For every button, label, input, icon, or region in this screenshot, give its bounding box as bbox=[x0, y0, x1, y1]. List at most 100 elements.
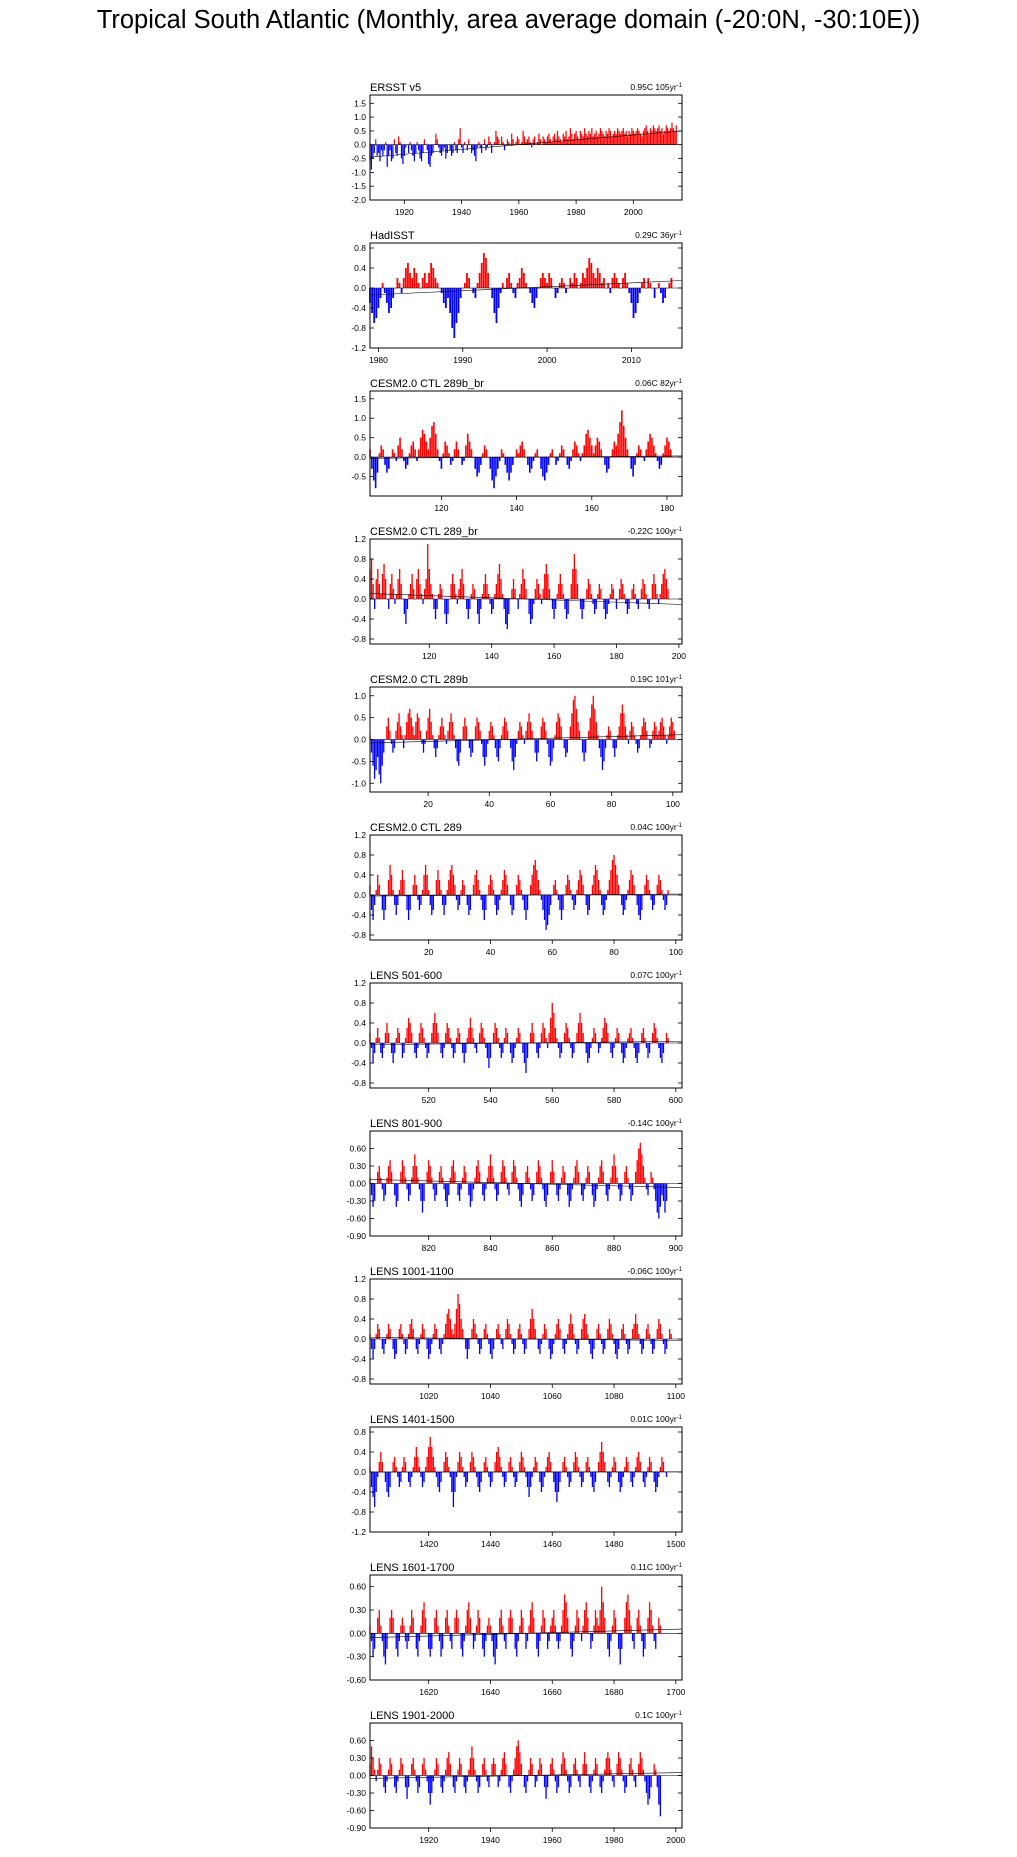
data-bar bbox=[599, 890, 601, 895]
y-tick-label: 1.2 bbox=[354, 534, 366, 544]
data-bar bbox=[454, 885, 456, 895]
data-bar bbox=[545, 1183, 547, 1207]
data-bar bbox=[414, 1769, 416, 1776]
data-bar bbox=[439, 144, 441, 154]
data-bar bbox=[492, 1339, 495, 1349]
data-bar bbox=[610, 1177, 612, 1184]
data-bar bbox=[486, 1775, 489, 1782]
y-tick-label: 0.30 bbox=[349, 1753, 366, 1763]
data-bar bbox=[585, 1324, 587, 1339]
data-bar bbox=[607, 1633, 609, 1649]
data-bar bbox=[628, 1033, 631, 1043]
data-bar bbox=[550, 1339, 552, 1359]
data-bar bbox=[611, 1775, 614, 1782]
data-bar bbox=[643, 717, 645, 740]
data-bar bbox=[487, 739, 489, 744]
data-bar bbox=[417, 1775, 419, 1793]
data-bar bbox=[629, 133, 632, 145]
y-tick-label: 0.4 bbox=[354, 1314, 366, 1324]
data-bar bbox=[482, 253, 485, 288]
data-bar bbox=[465, 1472, 467, 1487]
data-bar bbox=[438, 1339, 441, 1349]
y-tick-label: -1.0 bbox=[351, 778, 366, 788]
data-bar bbox=[660, 288, 662, 293]
trend-label: -0.14C 100yr-1 bbox=[628, 1118, 683, 1128]
data-bar bbox=[491, 1633, 493, 1642]
data-bar bbox=[400, 1758, 402, 1776]
data-bar bbox=[591, 128, 593, 145]
data-bar bbox=[377, 288, 380, 308]
data-bar bbox=[635, 1775, 637, 1788]
data-bar bbox=[539, 594, 541, 599]
data-bar bbox=[553, 1339, 555, 1344]
data-bar bbox=[634, 133, 636, 145]
data-bar bbox=[394, 1183, 396, 1196]
data-bar bbox=[675, 125, 677, 145]
data-bar bbox=[537, 739, 539, 753]
data-bar bbox=[618, 1633, 620, 1649]
data-bar bbox=[637, 599, 639, 609]
data-bar bbox=[432, 1334, 434, 1339]
data-bar bbox=[645, 1472, 648, 1477]
data-bar bbox=[433, 422, 435, 458]
data-bar bbox=[522, 1183, 524, 1196]
data-bar bbox=[635, 1314, 637, 1339]
x-tick-label: 60 bbox=[546, 799, 556, 809]
data-bar bbox=[669, 128, 672, 145]
data-bar bbox=[393, 739, 396, 749]
data-bar bbox=[399, 437, 401, 458]
data-bar bbox=[384, 1775, 387, 1793]
plot-frame bbox=[369, 982, 683, 1089]
data-bar bbox=[392, 1462, 394, 1472]
data-bar bbox=[451, 1166, 453, 1184]
data-bar bbox=[605, 1758, 607, 1776]
data-bar bbox=[545, 730, 547, 740]
data-bar bbox=[585, 433, 587, 458]
data-bar bbox=[526, 1633, 529, 1642]
data-bar bbox=[430, 263, 433, 288]
data-bar bbox=[580, 1633, 583, 1642]
data-bar bbox=[445, 1183, 447, 1201]
data-bar bbox=[372, 1472, 374, 1497]
data-bar bbox=[563, 283, 565, 288]
data-bar bbox=[448, 1028, 450, 1043]
data-bar bbox=[559, 139, 561, 145]
panel-title: LENS 1601-1700 bbox=[370, 1562, 454, 1574]
data-bar bbox=[556, 594, 558, 599]
data-bar bbox=[470, 594, 473, 599]
data-bar bbox=[452, 1472, 455, 1507]
data-bar bbox=[489, 1043, 492, 1058]
data-bar bbox=[468, 278, 470, 288]
data-bar bbox=[512, 1472, 515, 1477]
data-bar bbox=[432, 1183, 434, 1190]
data-bar bbox=[462, 880, 464, 895]
panel-2: CESM2.0 CTL 289b_br 0.06C 82yr-1-0.50.00.… bbox=[351, 378, 682, 513]
data-bar bbox=[536, 449, 539, 458]
data-bar bbox=[395, 144, 397, 154]
data-bar bbox=[483, 445, 486, 458]
data-bar bbox=[511, 1467, 513, 1472]
x-tick-label: 1620 bbox=[419, 1687, 438, 1697]
data-bar bbox=[491, 1763, 493, 1776]
data-bar bbox=[505, 1329, 507, 1339]
data-bar bbox=[553, 1472, 555, 1482]
data-bar bbox=[480, 1339, 482, 1349]
x-tick-label: 2010 bbox=[622, 355, 641, 365]
data-bar bbox=[389, 865, 391, 895]
data-bar bbox=[508, 273, 511, 288]
data-bar bbox=[451, 288, 454, 328]
data-bar bbox=[430, 144, 433, 156]
data-bar bbox=[373, 1472, 376, 1507]
trend-label: 0.19C 101yr-1 bbox=[630, 674, 682, 684]
data-bar bbox=[626, 283, 629, 288]
data-bar bbox=[480, 599, 482, 609]
data-bar bbox=[622, 1472, 624, 1477]
data-bar bbox=[608, 1183, 611, 1190]
y-tick-label: -0.5 bbox=[351, 154, 366, 164]
data-bar bbox=[622, 584, 624, 599]
data-bar bbox=[546, 1183, 549, 1196]
data-bar bbox=[406, 895, 408, 910]
data-bar bbox=[488, 1043, 490, 1068]
data-bar bbox=[639, 1142, 641, 1184]
data-bar bbox=[579, 870, 581, 895]
